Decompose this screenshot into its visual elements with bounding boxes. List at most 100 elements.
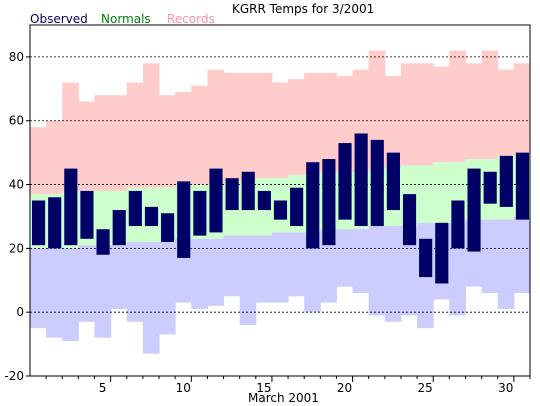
low-band-day-5 [94,245,112,338]
observed-bar-day-31 [515,152,529,220]
low-band-day-20 [336,229,354,287]
y-tick-label--20: -20 [4,369,24,383]
normal-band-day-25 [417,165,434,223]
record-band-day-1 [30,127,47,195]
record-band-day-28 [465,63,483,160]
observed-bar-day-29 [483,171,497,204]
legend-item-observed: Observed [30,12,88,26]
x-tick-label-10: 10 [176,381,191,395]
low-band-day-21 [352,229,370,294]
observed-bar-day-2 [48,197,62,249]
observed-bar-day-25 [419,238,433,278]
y-tick-label-0: 0 [16,305,24,319]
record-band-day-4 [78,101,96,191]
record-band-day-18 [304,72,321,175]
observed-bar-day-17 [290,187,304,227]
record-band-day-19 [320,72,337,172]
low-band-day-23 [384,226,402,322]
x-tick-label-20: 20 [337,381,352,395]
record-band-day-13 [223,72,241,182]
y-tick-label-20: 20 [9,241,24,255]
observed-bar-day-23 [386,152,400,211]
low-band-day-17 [288,232,305,297]
low-band-day-7 [126,241,144,322]
x-tick-label-25: 25 [418,381,433,395]
x-tick-label-30: 30 [498,381,513,395]
observed-bar-day-24 [402,194,417,246]
observed-bar-day-8 [144,206,159,227]
record-band-day-29 [481,50,499,160]
observed-bar-day-5 [96,229,110,255]
record-band-day-8 [142,63,160,188]
low-band-day-16 [271,232,289,303]
observed-bar-day-9 [161,213,175,242]
normal-band-day-26 [433,162,450,223]
record-band-day-24 [400,63,418,166]
observed-bar-day-16 [273,200,288,220]
record-band-day-16 [271,82,289,179]
observed-bar-day-18 [306,162,320,249]
low-band-day-30 [497,219,515,309]
low-band-day-22 [368,226,386,316]
record-band-day-22 [368,50,386,169]
low-band-day-8 [142,241,160,354]
y-tick-label-60: 60 [9,114,24,128]
record-band-day-31 [513,63,531,156]
x-axis-label: March 2001 [248,391,319,405]
observed-bar-day-13 [225,178,239,211]
low-band-day-3 [62,248,79,341]
observed-bar-day-14 [241,171,255,211]
y-tick-label-40: 40 [9,178,24,192]
observed-bar-day-10 [177,181,191,258]
observed-bar-day-11 [193,190,207,236]
low-band-day-19 [320,229,337,303]
observed-bar-day-19 [322,159,336,246]
low-band-day-4 [78,245,96,322]
record-band-day-5 [94,95,112,191]
observed-bar-day-26 [435,222,449,284]
low-band-day-18 [304,232,321,313]
low-band-day-9 [159,241,176,335]
low-band-day-6 [110,245,128,309]
legend-item-records: Records [167,12,215,26]
record-band-day-3 [62,82,79,191]
observed-bar-day-1 [32,200,46,246]
record-band-day-7 [126,82,144,188]
record-band-day-2 [46,120,63,195]
record-band-day-11 [191,85,208,185]
low-band-day-13 [223,235,241,297]
record-band-day-17 [288,79,305,175]
observed-bar-day-15 [257,190,271,211]
plot-frame [29,24,531,377]
legend: Observed Normals Records [30,12,215,26]
chart-title: KGRR Temps for 3/2001 [232,2,374,16]
observed-bar-day-21 [354,133,368,227]
legend-item-normals: Normals [101,12,151,26]
record-band-day-23 [384,76,402,169]
low-band-day-24 [400,226,418,316]
observed-bar-day-30 [499,155,513,207]
record-band-day-15 [255,72,273,179]
observed-bar-day-3 [64,168,78,246]
record-band-day-25 [417,63,434,166]
low-band-day-12 [207,238,225,306]
low-band-day-2 [46,248,63,338]
observed-bar-day-4 [80,190,94,239]
observed-bar-day-6 [112,210,126,246]
x-tick-label-15: 15 [256,381,271,395]
record-band-day-30 [497,69,515,156]
record-band-day-27 [449,50,466,163]
observed-bar-day-22 [370,139,384,227]
low-band-day-14 [239,235,257,325]
low-band-day-31 [513,216,531,294]
record-band-day-14 [239,72,257,182]
x-tick-label-5: 5 [99,381,107,395]
record-band-day-26 [433,66,450,163]
record-band-day-10 [175,92,192,185]
low-band-day-29 [481,219,499,294]
plot-area: -20 0 20 40 60 80 5 10 15 20 25 30 [4,24,531,395]
observed-bar-day-28 [467,168,481,252]
low-band-day-15 [255,235,273,303]
record-band-day-9 [159,95,176,188]
